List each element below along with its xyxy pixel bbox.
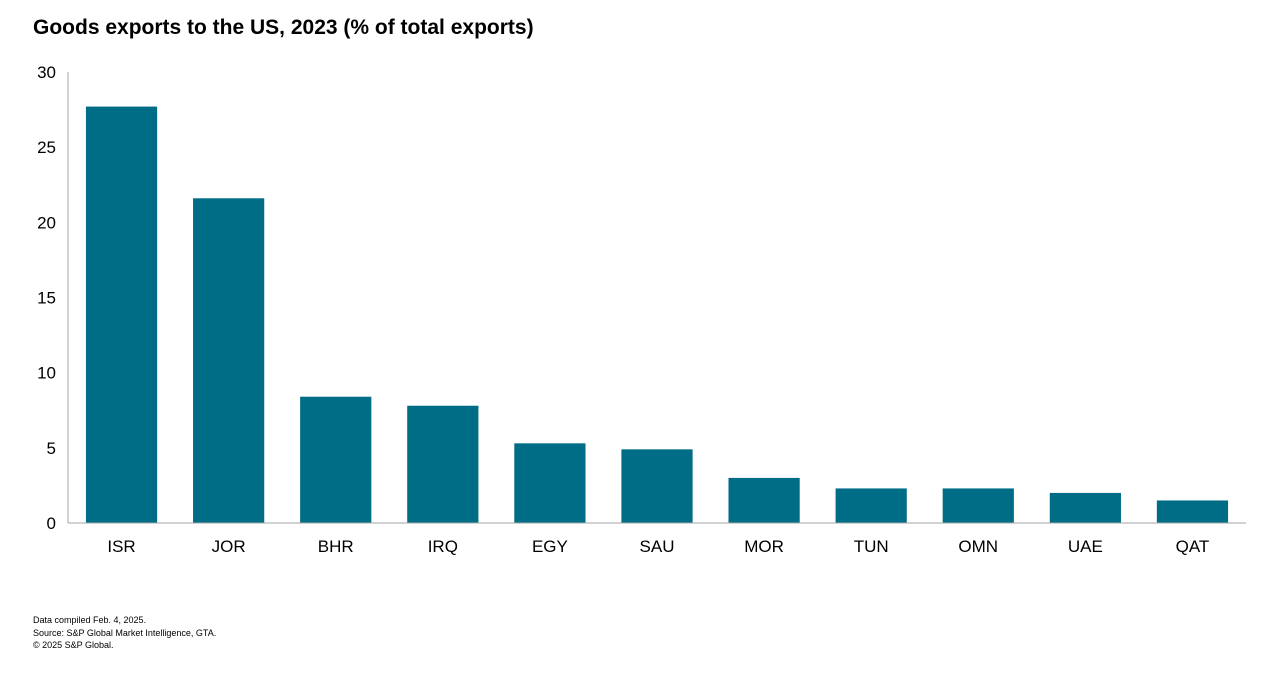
y-tick-label: 30 xyxy=(37,63,56,82)
bar-egy xyxy=(514,443,586,523)
footnote-source: Source: S&P Global Market Intelligence, … xyxy=(33,627,217,638)
y-axis-ticks: 0 5 10 15 20 25 30 xyxy=(37,63,56,533)
bar-tun xyxy=(835,488,907,523)
x-tick-label-uae: UAE xyxy=(1068,537,1103,556)
x-tick-label-jor: JOR xyxy=(212,537,246,556)
bars xyxy=(85,106,1229,524)
bar-sau xyxy=(621,449,693,523)
y-tick-label: 5 xyxy=(47,439,56,458)
bar-irq xyxy=(407,405,479,523)
y-tick-label: 10 xyxy=(37,364,56,383)
y-tick-label: 15 xyxy=(37,289,56,308)
x-tick-label-egy: EGY xyxy=(532,537,568,556)
bar-isr xyxy=(85,106,158,524)
chart-title: Goods exports to the US, 2023 (% of tota… xyxy=(33,16,534,39)
x-axis-labels: ISR JOR BHR IRQ EGY SAU MOR TUN OMN UAE QAT xyxy=(107,537,1209,556)
footnotes: Data compiled Feb. 4, 2025. Source: S&P … xyxy=(33,614,216,652)
bar-qat xyxy=(1156,500,1229,523)
y-tick-label: 0 xyxy=(47,514,56,533)
y-tick-label: 20 xyxy=(37,213,56,232)
bar-mor xyxy=(728,477,800,523)
y-tick-label: 25 xyxy=(37,138,56,157)
x-tick-label-bhr: BHR xyxy=(318,537,354,556)
bar-bhr xyxy=(300,396,372,523)
x-tick-label-qat: QAT xyxy=(1176,537,1210,556)
x-tick-label-omn: OMN xyxy=(958,537,998,556)
x-tick-label-isr: ISR xyxy=(107,537,135,556)
footnote-date: Data compiled Feb. 4, 2025. xyxy=(33,615,147,625)
bar-chart: 0 5 10 15 20 25 30 ISR JOR BHR IRQ EGY SAU MOR TUN OMN… xyxy=(37,63,1246,556)
x-tick-label-tun: TUN xyxy=(854,537,889,556)
footnote-copyright: © 2025 S&P Global. xyxy=(33,640,114,650)
bar-uae xyxy=(1049,492,1121,523)
x-tick-label-irq: IRQ xyxy=(428,537,458,556)
x-tick-label-mor: MOR xyxy=(744,537,784,556)
bar-jor xyxy=(193,198,265,523)
bar-omn xyxy=(942,488,1014,523)
x-tick-label-sau: SAU xyxy=(640,537,675,556)
